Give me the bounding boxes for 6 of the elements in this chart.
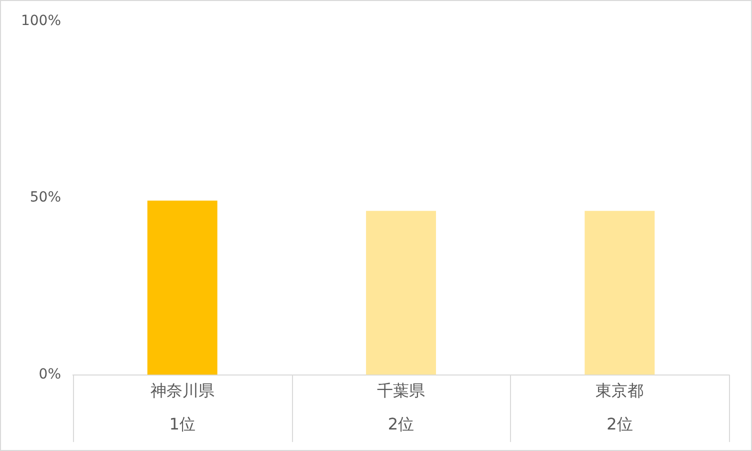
- y-tick-label: 100%: [20, 13, 62, 30]
- y-tick-label: 0%: [38, 366, 62, 382]
- y-tick-label: 50%: [30, 190, 62, 206]
- x-tick-label: 東京都 2位: [596, 380, 644, 434]
- x-tick-label: 千葉県 2位: [377, 380, 426, 434]
- x-tick-label: 神奈川県 1位: [150, 380, 214, 434]
